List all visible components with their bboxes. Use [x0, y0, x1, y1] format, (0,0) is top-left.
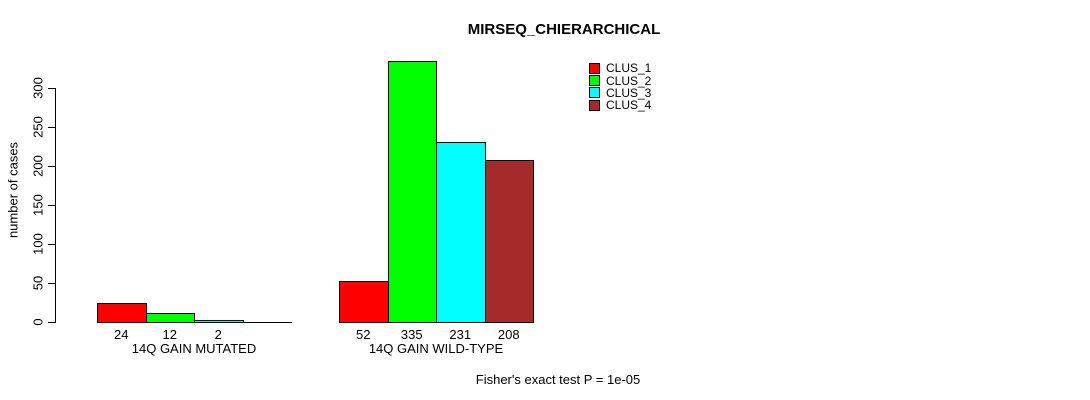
bar	[146, 313, 195, 323]
legend-item: CLUS_1	[589, 62, 651, 74]
chart-title: MIRSEQ_CHIERARCHICAL	[467, 21, 661, 38]
y-axis-tick-label: 300	[30, 77, 46, 99]
legend-item: CLUS_2	[589, 73, 652, 88]
y-axis-tick-label: 50	[30, 275, 46, 291]
legend-swatch	[589, 99, 600, 111]
y-axis-tick	[48, 283, 56, 284]
bar	[339, 281, 389, 323]
y-axis-tick	[48, 244, 56, 245]
bar-value-label: 335	[400, 327, 423, 342]
bar-value-label: 231	[449, 327, 472, 342]
legend: CLUS_1 CLUS_2 CLUS_3 CLUS_4	[589, 62, 651, 112]
bar-value-label: 208	[497, 327, 520, 342]
legend-label: CLUS_3	[606, 85, 652, 100]
y-axis-tick-label: 150	[30, 194, 46, 216]
legend-item: CLUS_3	[589, 87, 651, 99]
y-axis-tick	[48, 205, 56, 206]
y-axis-tick	[48, 322, 56, 323]
bar	[388, 61, 437, 323]
annotation-text: Fisher's exact test P = 1e-05	[475, 372, 641, 387]
legend-swatch	[589, 62, 600, 74]
legend-swatch	[589, 75, 600, 87]
bar-value-label: 24	[114, 327, 129, 342]
legend-item: CLUS_4	[589, 99, 651, 111]
group-label: 14Q GAIN MUTATED	[131, 341, 257, 356]
group-label: 14Q GAIN WILD-TYPE	[368, 341, 504, 356]
bar-value-label: 2	[214, 327, 222, 342]
legend-label: CLUS_1	[606, 61, 652, 76]
y-axis-tick	[48, 88, 56, 89]
bar	[436, 142, 486, 323]
bar	[485, 160, 534, 323]
bar-value-label: 52	[356, 327, 371, 342]
y-axis-tick-label: 250	[30, 116, 46, 138]
y-axis-tick-label: 100	[30, 233, 46, 255]
bar	[194, 320, 244, 323]
legend-label: CLUS_2	[606, 73, 652, 88]
bar-value-label: 12	[162, 327, 177, 342]
y-axis-tick	[48, 127, 56, 128]
legend-swatch	[589, 87, 600, 99]
y-axis-tick	[48, 166, 56, 167]
y-axis-title: number of cases	[5, 141, 21, 239]
y-axis-tick-label: 0	[30, 318, 46, 326]
legend-label: CLUS_4	[606, 98, 652, 113]
y-axis-tick-label: 200	[30, 155, 46, 177]
bar	[97, 303, 147, 323]
